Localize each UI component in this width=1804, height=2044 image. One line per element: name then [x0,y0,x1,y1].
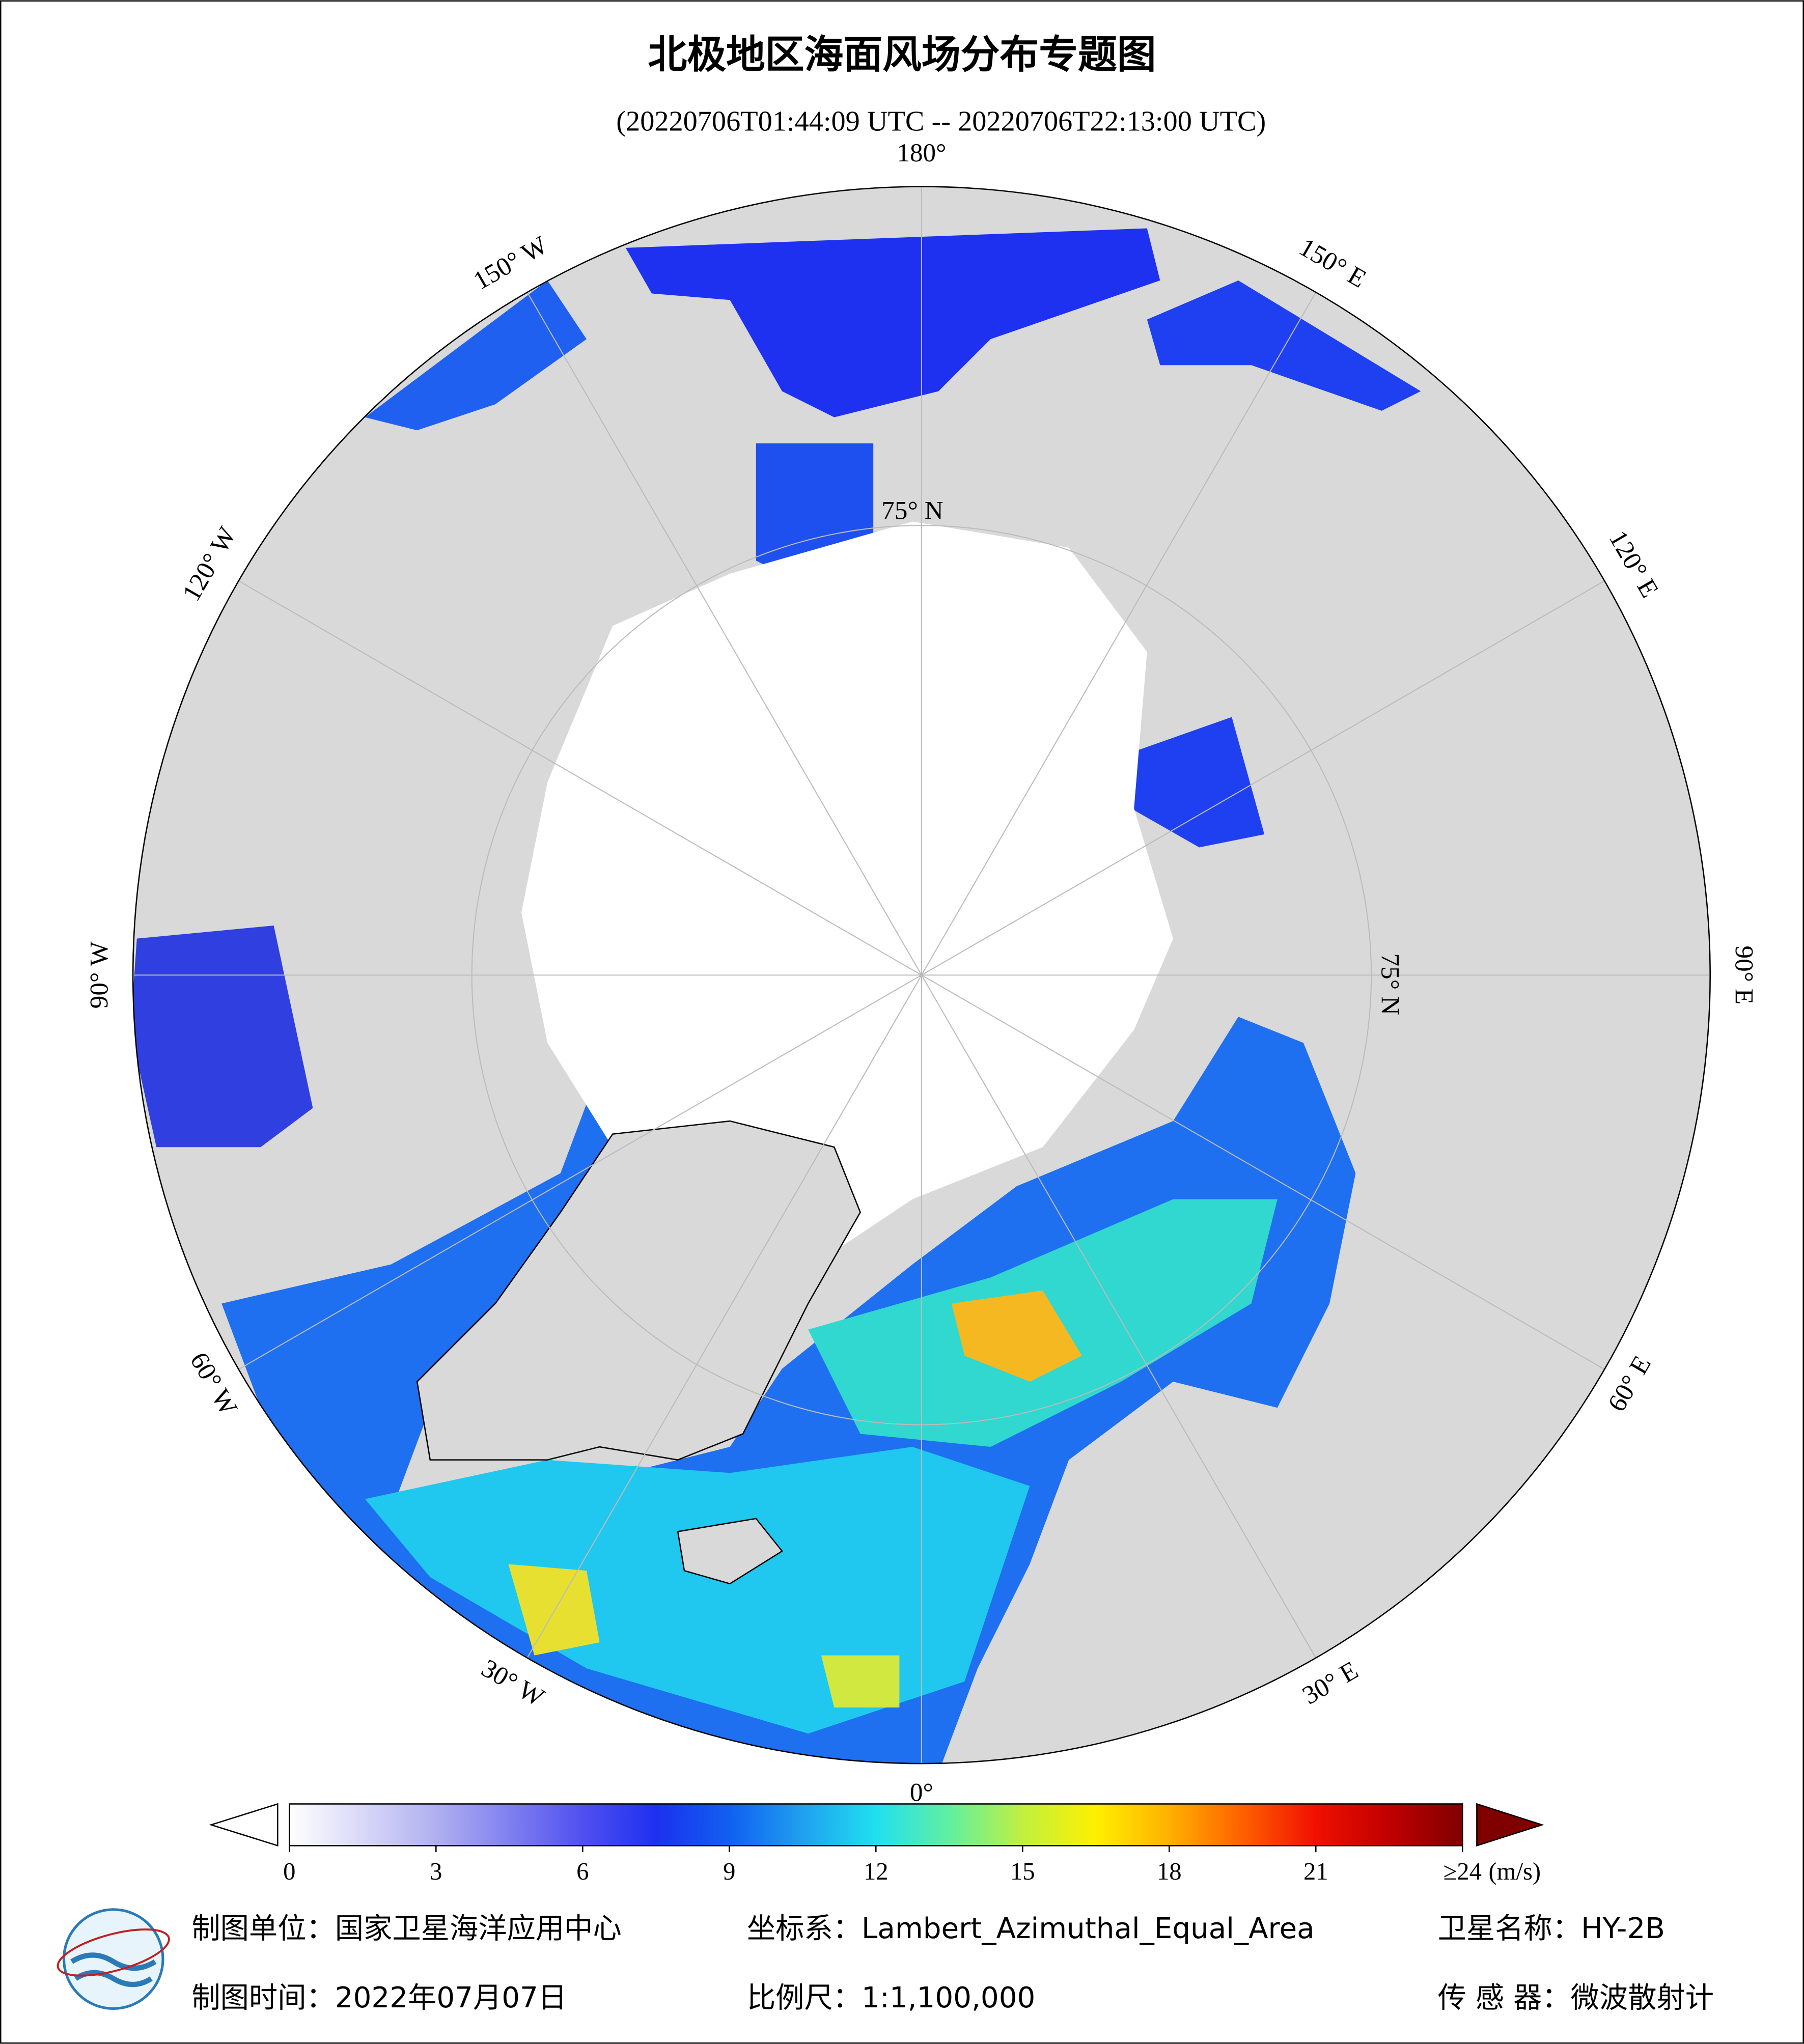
colorbar: 0 3 6 9 12 15 18 21 ≥24 (m/s) [209,1803,1544,1885]
meridian [921,292,1317,975]
wind-field [625,228,1160,417]
colorbar-tick-label: 3 [430,1858,442,1885]
longitude-label: 90° E [1729,945,1758,1004]
colorbar-tick-label: 6 [576,1858,589,1885]
wind-field [1107,717,1265,848]
latitude-label: 75° N [1376,954,1405,1015]
colorbar-tick-label: 21 [1303,1858,1328,1885]
colorbar-unit: (m/s) [1488,1858,1541,1885]
meridian [526,974,922,1659]
footer-date: 制图时间：2022年07月07日 [191,1981,567,2014]
wind-field [951,1290,1082,1382]
colorbar-tick-label: 9 [723,1858,735,1885]
meridian [921,580,1605,976]
footer-unit: 制图单位：国家卫星海洋应用中心 [191,1912,621,1945]
wind-field [821,1655,900,1708]
colorbar-under [209,1803,279,1847]
colorbar-bar [289,1803,1463,1846]
sea-ice [521,521,1173,1252]
subtitle: (20220706T01:44:09 UTC -- 20220706T22:13… [616,105,1266,137]
colorbar-tick-label: 15 [1010,1858,1035,1885]
colorbar-tick-label: 18 [1157,1858,1182,1885]
meridian [238,580,922,976]
iceland [677,1518,783,1585]
wind-field [1147,280,1421,411]
colorbar-tick-label: 0 [283,1858,295,1885]
meridian [526,292,922,975]
title: 北极地区海面风场分布专题图 [648,33,1156,78]
wind-field [365,280,587,431]
colorbar-over [1476,1803,1544,1847]
wind-field [508,1564,600,1656]
meridian [921,974,1317,1659]
latitude-label: 75° N [881,496,943,525]
longitude-label: 0° [910,1778,933,1807]
graticule [133,186,1710,1764]
longitude-label: 180° [897,138,946,167]
greenland [416,1120,861,1461]
wind-field [133,926,313,1147]
footer-sensor: 传 感 器：微波散射计 [1438,1981,1714,2014]
meridian [238,974,922,1370]
longitude-label: 90° W [85,941,114,1009]
colorbar-tick-label: ≥24 [1444,1858,1482,1885]
colorbar-tick-label: 12 [864,1858,889,1885]
footer-satellite: 卫星名称：HY-2B [1438,1912,1665,1945]
footer-scale: 比例尺：1:1,100,000 [747,1981,1036,2014]
meridian [921,974,1605,1370]
map [133,186,1710,1764]
logo [57,1908,170,2010]
map-border [132,186,1711,1765]
footer-projection: 坐标系：Lambert_Azimuthal_Equal_Area [747,1912,1315,1945]
